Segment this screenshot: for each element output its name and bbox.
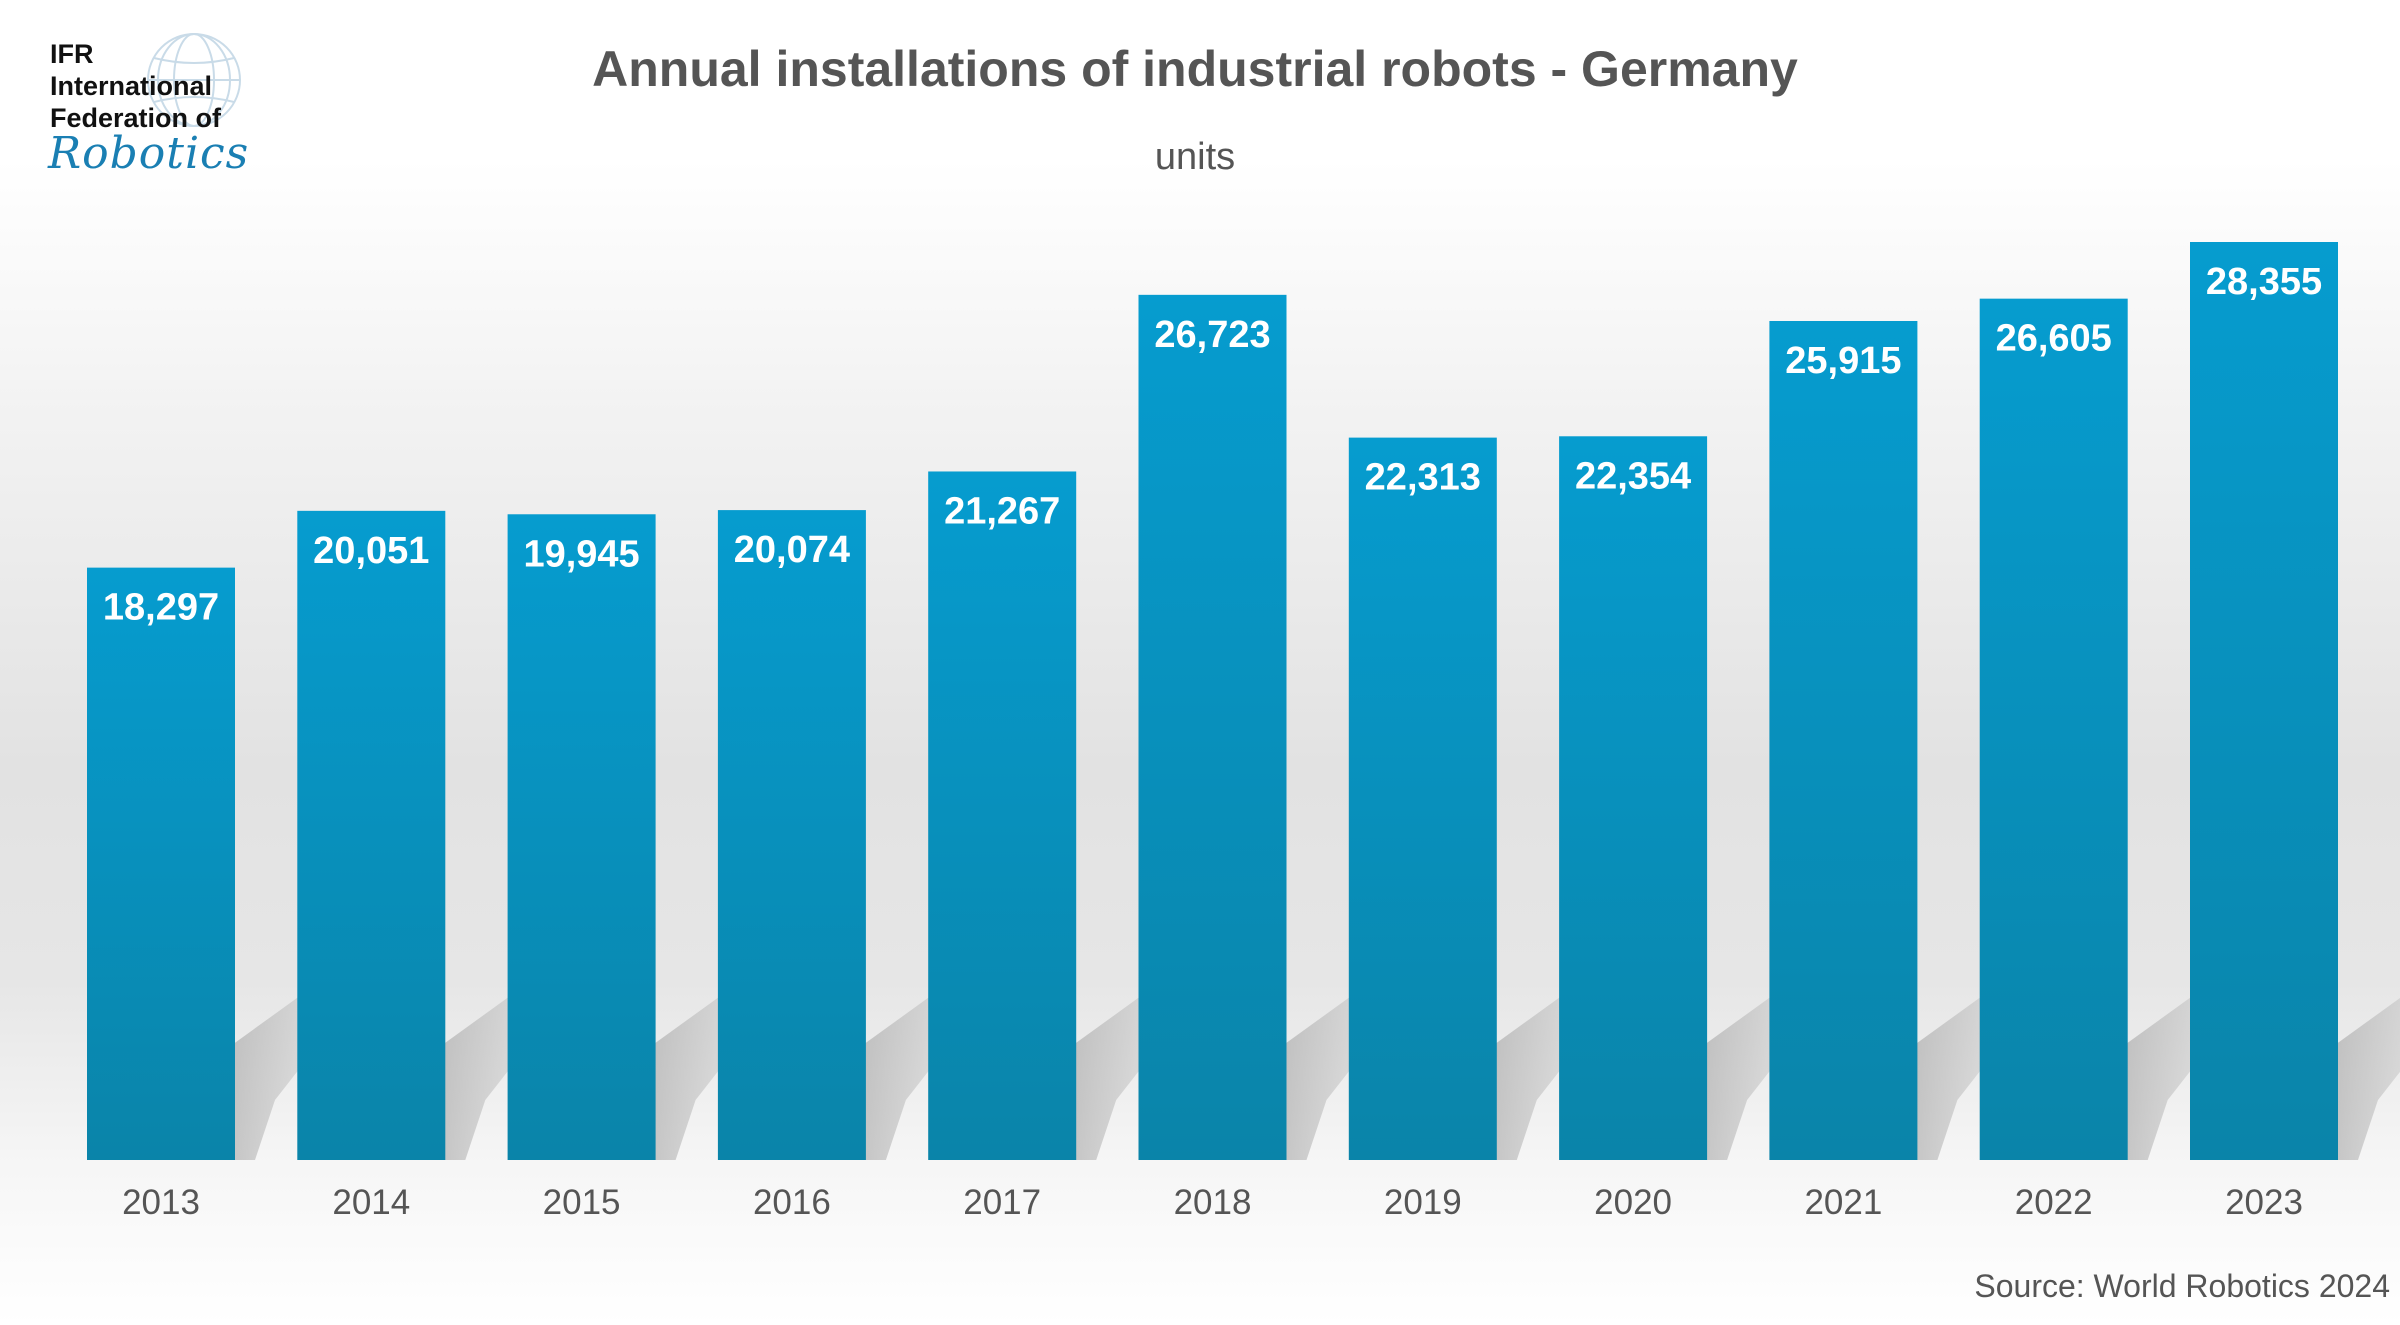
bar-2020 [1559,436,1708,1161]
ifr-logo: IFR International Federation of Robotics [48,30,278,180]
value-label-2015: 19,945 [523,533,639,575]
logo-text-federation: Federation of [50,103,222,133]
chart-subtitle: units [1154,136,1236,178]
bar-2014 [297,510,446,1161]
value-label-2021: 25,915 [1785,340,1901,382]
x-tick-label-2015: 2015 [543,1183,621,1222]
bar-2021 [1769,320,1918,1160]
bar-2015 [507,514,656,1160]
bar-2022 [1979,298,2128,1160]
x-tick-label-2022: 2022 [2015,1183,2093,1222]
value-label-2020: 22,354 [1575,455,1691,497]
x-tick-label-2013: 2013 [122,1183,200,1222]
value-label-2019: 22,313 [1365,457,1481,499]
bar-2013 [87,567,235,1160]
value-label-2016: 20,074 [734,529,850,571]
value-label-2023: 28,355 [2206,261,2322,303]
x-tick-label-2016: 2016 [753,1183,831,1222]
x-tick-label-2019: 2019 [1384,1183,1462,1222]
logo-text-ifr: IFR [50,39,94,69]
logo-text-robotics: Robotics [48,128,250,179]
value-label-2022: 26,605 [1996,318,2112,360]
bar-2017 [928,471,1077,1160]
source-note: Source: World Robotics 2024 [1974,1268,2390,1304]
bar-2016 [717,510,866,1161]
globe-icon [147,33,241,127]
bar-2023 [2190,242,2338,1160]
bar-shadow [2328,998,2400,1160]
x-tick-label-2014: 2014 [332,1183,410,1222]
value-label-2018: 26,723 [1154,314,1270,356]
value-label-2014: 20,051 [313,530,429,572]
x-tick-label-2023: 2023 [2225,1183,2303,1222]
bar-2019 [1348,437,1497,1160]
logo-text-international: International [50,71,213,101]
value-label-2017: 21,267 [944,490,1060,532]
value-label-2013: 18,297 [103,587,219,629]
x-tick-label-2018: 2018 [1174,1183,1252,1222]
x-tick-label-2017: 2017 [963,1183,1041,1222]
bar-2018 [1138,294,1287,1160]
chart-title: Annual installations of industrial robot… [592,41,1798,97]
x-tick-label-2021: 2021 [1804,1183,1882,1222]
x-tick-label-2020: 2020 [1594,1183,1672,1222]
